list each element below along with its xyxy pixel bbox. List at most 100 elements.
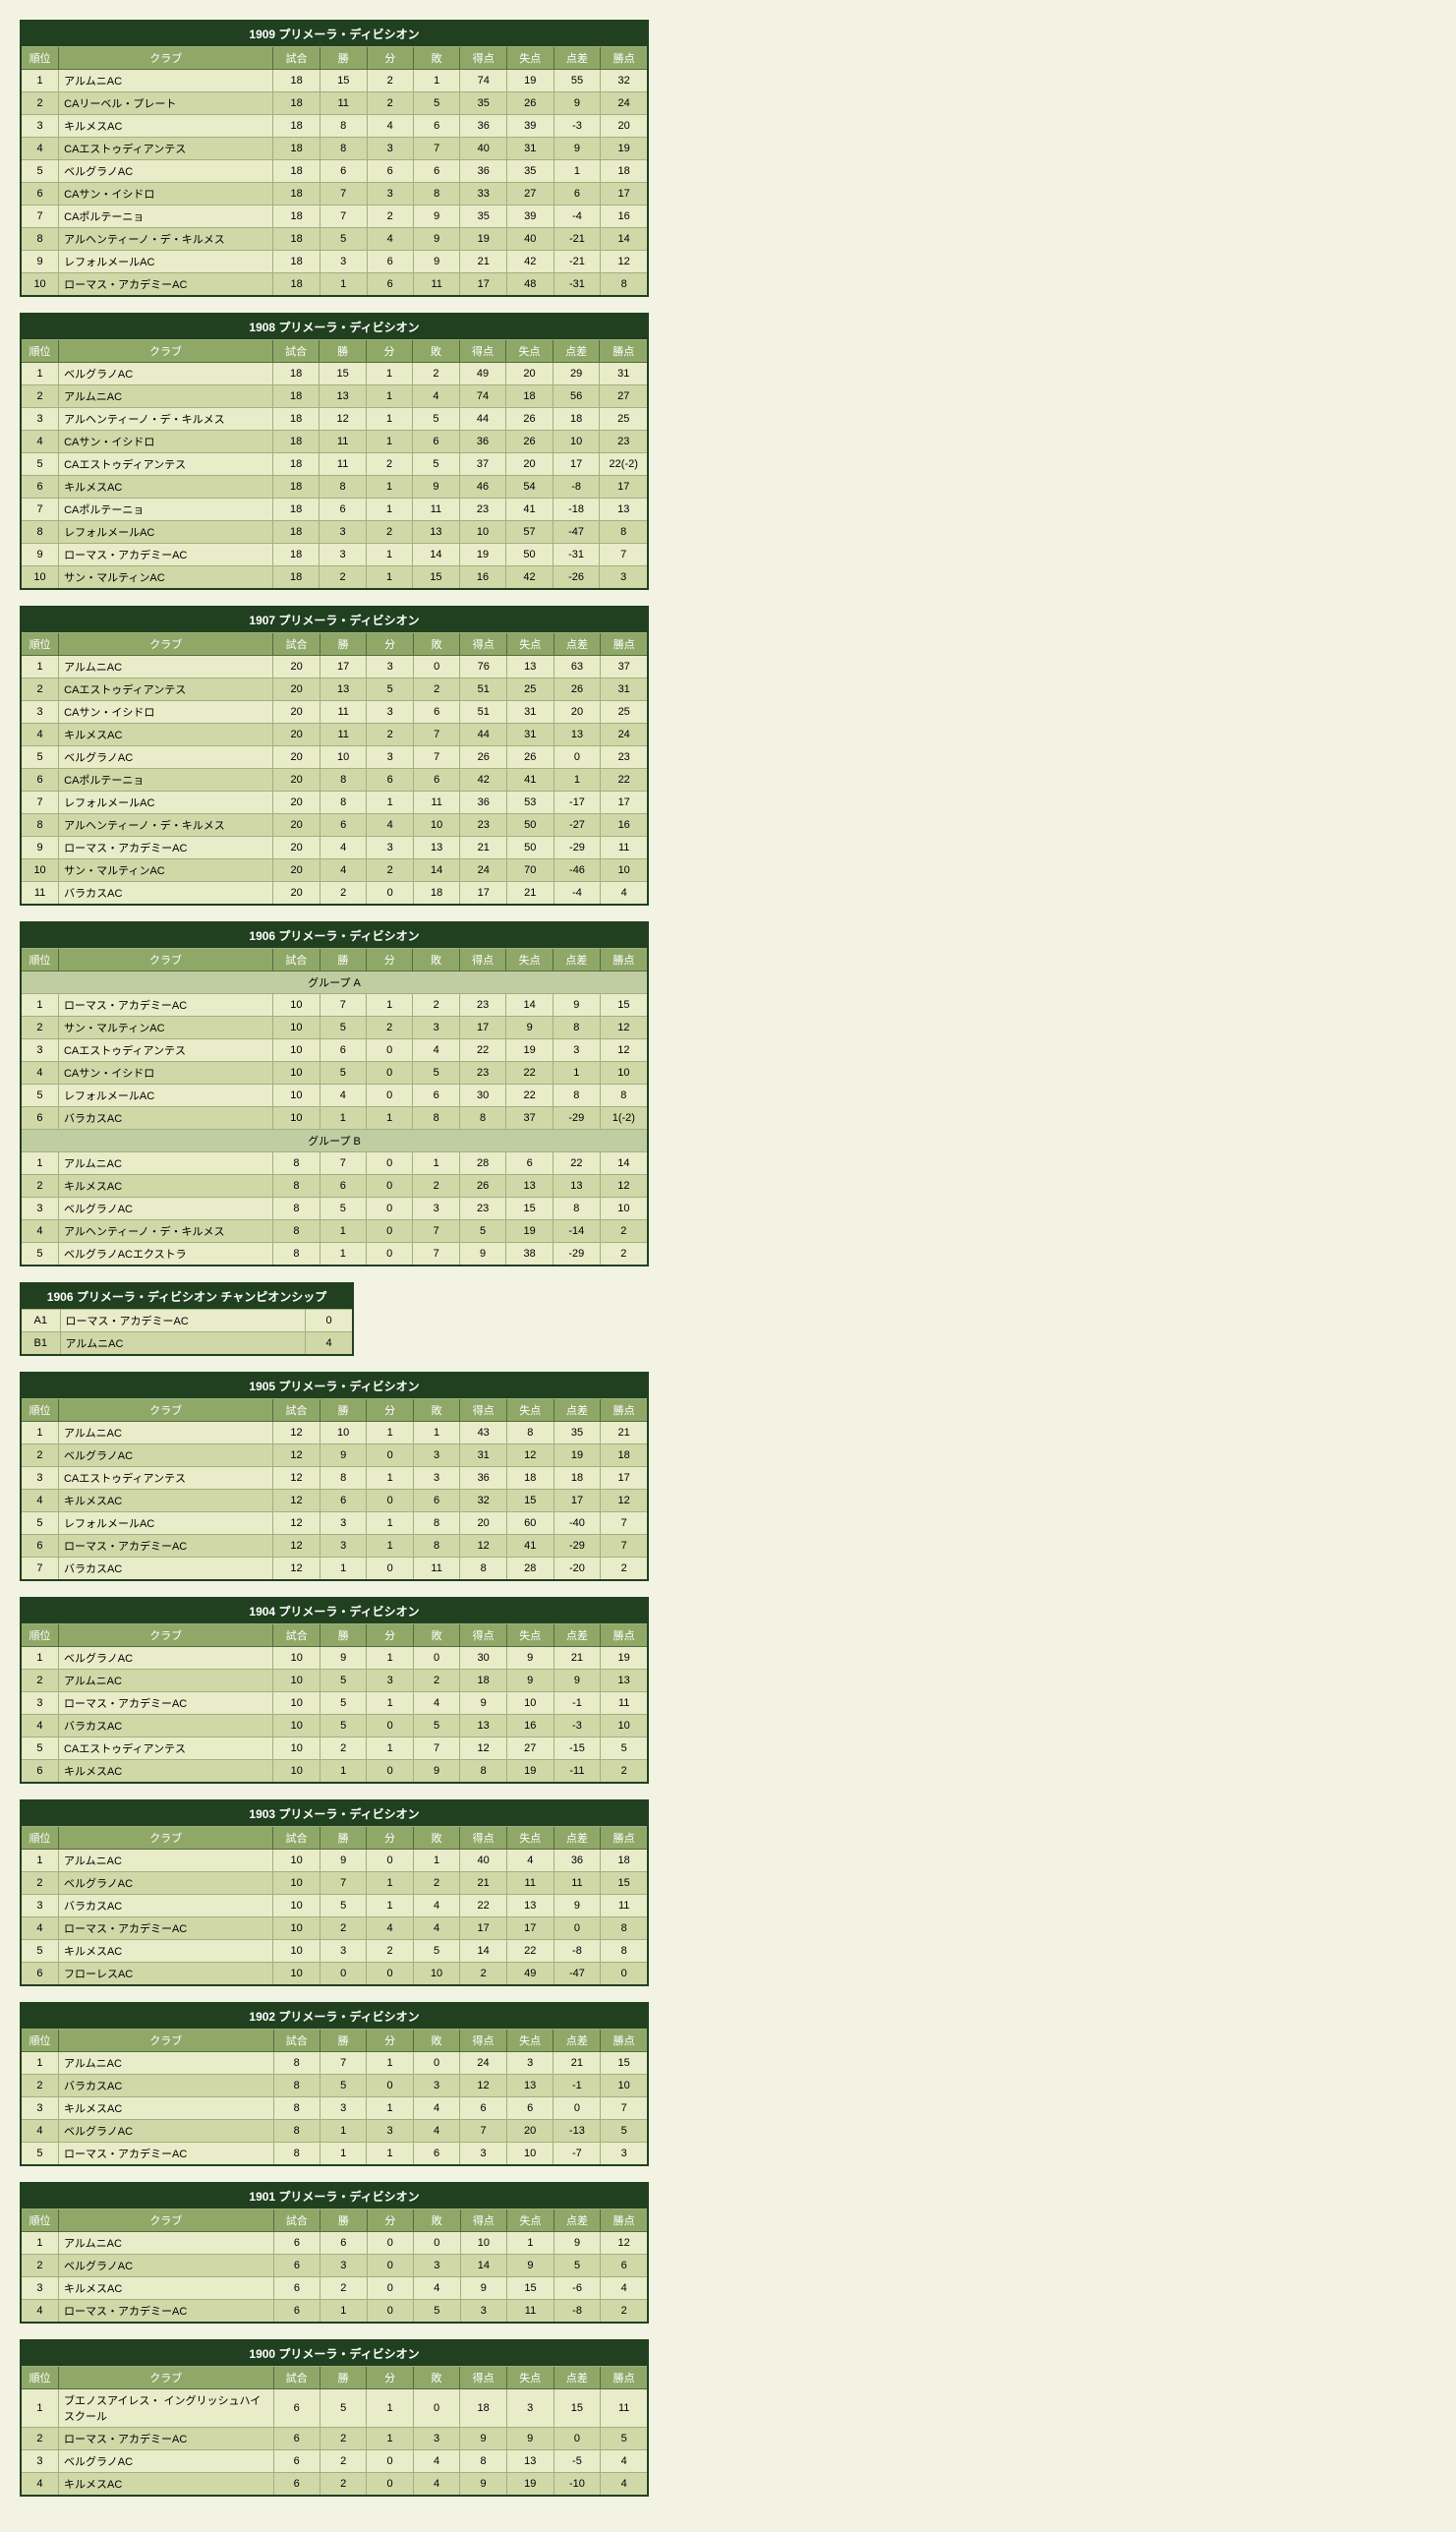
stat-cell: 6 [320, 1039, 366, 1062]
stat-cell: 15 [601, 1872, 648, 1895]
stat-cell: 2 [601, 1760, 648, 1784]
table-title: 1906 プリメーラ・ディビシオン チャンピオンシップ [21, 1283, 353, 1310]
stat-cell: 18 [601, 1444, 648, 1467]
stat-cell: 2 [320, 882, 367, 906]
stat-cell: 8 [553, 1198, 600, 1220]
stat-cell: 1 [21, 994, 58, 1017]
stat-cell: 6 [21, 1535, 58, 1558]
club-cell: CAエストゥディアンテス [58, 1737, 272, 1760]
stat-cell: 9 [506, 1647, 553, 1670]
stat-cell: 10 [273, 1963, 320, 1986]
col-header: クラブ [58, 949, 272, 972]
stat-cell: 14 [601, 228, 648, 251]
club-cell: アルムニAC [58, 2052, 273, 2075]
col-header: 分 [367, 47, 413, 70]
stat-cell: 8 [553, 1017, 600, 1039]
table-row: 6キルメスAC10109819-112 [21, 1760, 648, 1784]
stat-cell: 20 [273, 746, 320, 769]
table-row: 5CAエストゥディアンテス18112537201722(-2) [21, 453, 648, 476]
stat-cell: 0 [367, 2473, 413, 2497]
stat-cell: 5 [21, 2143, 58, 2166]
table-row: 4CAサン・イシドロ105052322110 [21, 1062, 648, 1085]
stat-cell: 20 [553, 701, 601, 724]
stat-cell: 1 [366, 408, 412, 431]
stat-cell: 11 [320, 701, 367, 724]
col-header: 分 [367, 1827, 413, 1850]
table-row: 4キルメスAC20112744311324 [21, 724, 648, 746]
stat-cell: 0 [413, 656, 460, 678]
club-cell: サン・マルティンAC [58, 1017, 272, 1039]
stat-cell: 15 [600, 994, 648, 1017]
col-header: 敗 [413, 2367, 459, 2389]
stat-cell: 49 [459, 363, 506, 385]
stat-cell: 1 [21, 2389, 58, 2428]
stat-cell: 1 [367, 1512, 413, 1535]
stat-cell: 8 [413, 1535, 460, 1558]
stat-cell: 4 [21, 138, 59, 160]
club-cell: CAサン・イシドロ [59, 183, 273, 206]
stat-cell: 40 [460, 138, 507, 160]
stat-cell: 5 [21, 1512, 58, 1535]
table-row: 3ベルグラノAC85032315810 [21, 1198, 648, 1220]
stat-cell: 1 [21, 1647, 58, 1670]
stat-cell: 19 [507, 70, 554, 92]
stat-cell: 5 [320, 1198, 366, 1220]
stat-cell: 12 [460, 1737, 507, 1760]
stat-cell: 7 [320, 206, 367, 228]
col-header: 勝点 [601, 2030, 648, 2052]
stat-cell: 10 [273, 1715, 320, 1737]
col-header: 順位 [21, 47, 59, 70]
col-header: 順位 [21, 340, 59, 363]
stat-cell: -1 [553, 1692, 601, 1715]
stat-cell: -7 [553, 2143, 601, 2166]
stat-cell: 3 [320, 521, 367, 544]
stat-cell: 10 [600, 1062, 648, 1085]
col-header: 失点 [506, 340, 553, 363]
stat-cell: 6 [413, 1490, 460, 1512]
col-header: 点差 [553, 1399, 601, 1422]
stat-cell: 2 [413, 1670, 459, 1692]
stat-cell: 18 [273, 115, 320, 138]
stat-cell: 0 [367, 2300, 413, 2324]
stat-cell: -4 [553, 206, 601, 228]
col-header: 順位 [21, 2209, 58, 2232]
stat-cell: 1 [413, 1152, 459, 1175]
stat-cell: 10 [506, 1692, 553, 1715]
table-row: 2キルメスAC860226131312 [21, 1175, 648, 1198]
stat-cell: 7 [413, 1220, 459, 1243]
stat-cell: 14 [413, 544, 460, 566]
club-cell: ベルグラノAC [59, 363, 273, 385]
club-cell: ローマス・アカデミーAC [58, 1692, 272, 1715]
club-cell: キルメスAC [58, 1760, 272, 1784]
stat-cell: 18 [272, 544, 320, 566]
stat-cell: 13 [506, 1175, 553, 1198]
stat-cell: 18 [273, 251, 320, 273]
stat-cell: 12 [273, 1422, 320, 1444]
table-row: 4キルメスAC1260632151712 [21, 1490, 648, 1512]
stat-cell: 1 [367, 2097, 413, 2120]
table-title: 1906 プリメーラ・ディビシオン [21, 922, 648, 949]
stat-cell: 19 [506, 2473, 553, 2497]
stat-cell: 1 [553, 160, 601, 183]
stat-cell: 9 [553, 2232, 601, 2255]
stat-cell: 10 [21, 859, 59, 882]
stat-cell: 10 [413, 1963, 460, 1986]
stat-cell: 1 [367, 1647, 413, 1670]
stat-cell: 23 [459, 994, 506, 1017]
stat-cell: 3 [21, 408, 59, 431]
stat-cell: 11 [413, 499, 460, 521]
stat-cell: 18 [601, 1850, 648, 1872]
stat-cell: 33 [460, 183, 507, 206]
stat-cell: 2 [21, 1670, 58, 1692]
stat-cell: 4 [21, 1062, 58, 1085]
stat-cell: 40 [460, 1850, 507, 1872]
col-header: 順位 [21, 2030, 58, 2052]
stat-cell: 8 [320, 792, 367, 814]
stat-cell: 25 [601, 701, 648, 724]
stat-cell: 30 [460, 1647, 507, 1670]
stat-cell: 9 [413, 206, 460, 228]
stat-cell: 16 [601, 814, 648, 837]
club-cell: ローマス・アカデミーAC [60, 1310, 306, 1332]
club-cell: ベルグラノAC [58, 1647, 272, 1670]
stat-cell: 18 [506, 1467, 553, 1490]
